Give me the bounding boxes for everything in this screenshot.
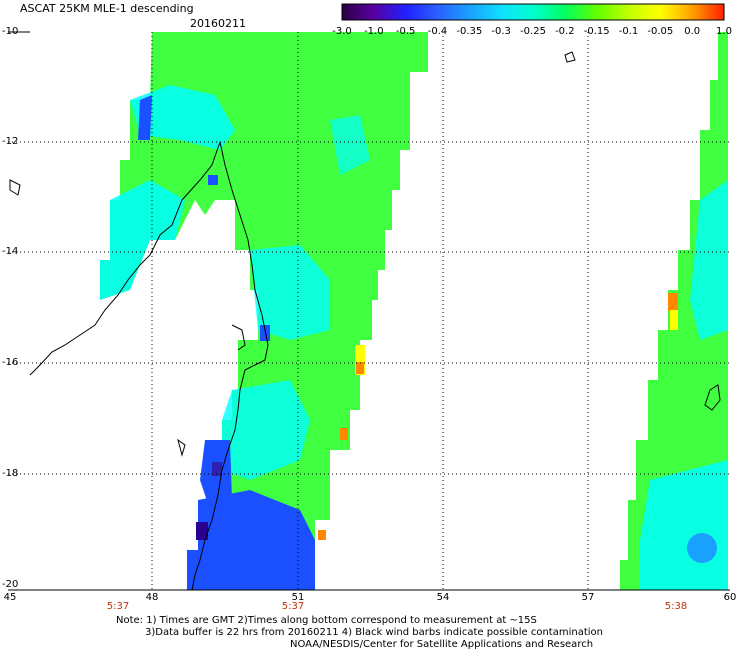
x-tick-label: 60 bbox=[723, 592, 737, 603]
colorbar-tick-label: -3.0 bbox=[332, 26, 352, 37]
x-tick-label: 51 bbox=[291, 592, 305, 603]
time-label: 5:37 bbox=[281, 601, 305, 612]
islands bbox=[9, 51, 721, 457]
map-date: 20160211 bbox=[190, 17, 246, 30]
x-tick-label: 54 bbox=[436, 592, 450, 603]
map-title: ASCAT 25KM MLE-1 descending bbox=[20, 2, 194, 15]
coastline bbox=[29, 141, 269, 591]
swath-right bbox=[620, 32, 728, 590]
colorbar-tick-label: -1.0 bbox=[364, 26, 384, 37]
colorbar-tick-label: 1.0 bbox=[716, 26, 732, 37]
y-tick-label: -14 bbox=[2, 246, 19, 257]
y-tick-label: -12 bbox=[2, 136, 19, 147]
colorbar-ramp bbox=[341, 3, 725, 21]
colorbar-tick-label: -0.2 bbox=[555, 26, 575, 37]
colorbar-tick-label: -0.15 bbox=[583, 26, 610, 37]
time-label: 5:38 bbox=[664, 601, 688, 612]
note-line-1: Note: 1) Times are GMT 2)Times along bot… bbox=[116, 615, 537, 626]
y-tick-label: -10 bbox=[2, 26, 19, 37]
colorbar-tick-label: -0.35 bbox=[456, 26, 483, 37]
colorbar-tick-label: -0.25 bbox=[520, 26, 546, 37]
note-line-2: 3)Data buffer is 22 hrs from 20160211 4)… bbox=[145, 627, 603, 638]
x-tick-label: 48 bbox=[145, 592, 159, 603]
colorbar-tick-label: -0.4 bbox=[427, 26, 448, 37]
colorbar-tick-label: 0.0 bbox=[684, 26, 701, 37]
swath-left bbox=[100, 32, 428, 590]
colorbar-tick-label: -0.05 bbox=[647, 26, 674, 37]
y-tick-label: -18 bbox=[2, 468, 19, 479]
colorbar bbox=[341, 3, 725, 21]
gridlines bbox=[8, 32, 730, 590]
x-tick-label: 57 bbox=[581, 592, 595, 603]
time-label: 5:37 bbox=[106, 601, 130, 612]
colorbar-tick-label: -0.3 bbox=[491, 26, 511, 37]
colorbar-tick-label: -0.5 bbox=[395, 26, 416, 37]
y-tick-label: -16 bbox=[2, 357, 19, 368]
colorbar-tick-label: -0.1 bbox=[618, 26, 639, 37]
x-tick-label: 45 bbox=[3, 592, 17, 603]
note-line-3: NOAA/NESDIS/Center for Satellite Applica… bbox=[290, 639, 594, 650]
y-tick-label: -20 bbox=[2, 579, 19, 590]
